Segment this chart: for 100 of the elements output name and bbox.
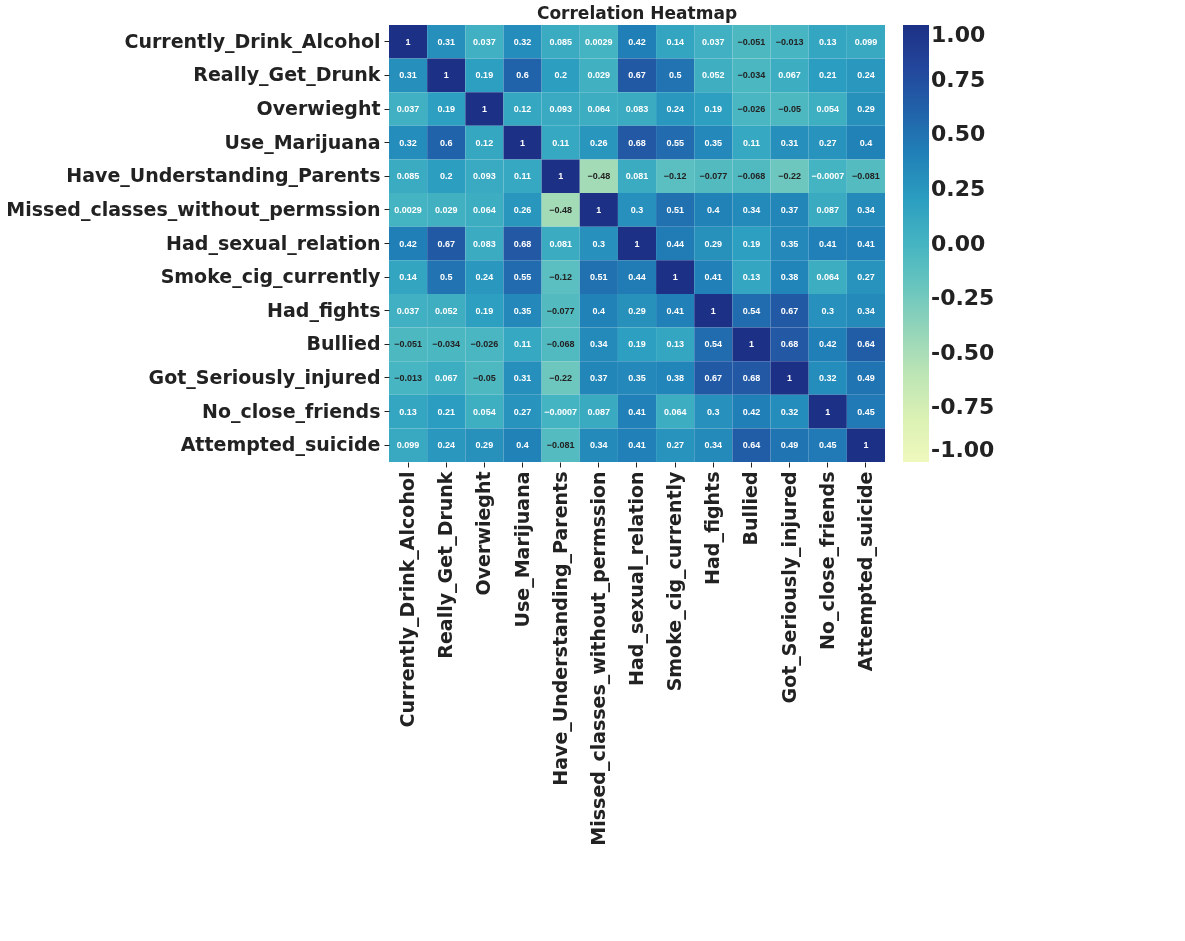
data-label: 0.41 [704,272,723,283]
data-label: 0.42 [399,238,417,249]
x-tick-label: Had_sexual_relation [625,471,648,686]
data-label: −0.026 [470,339,499,350]
data-label: 0.31 [780,137,799,148]
data-label: 0.0029 [394,204,422,215]
y-tick-label: Overwieght [256,97,381,120]
data-label: 0.54 [704,339,723,350]
data-label: 1 [558,171,564,182]
x-tick-label: Missed_classes_without_permssion [586,471,610,846]
data-label: 0.4 [516,440,529,451]
data-label: −0.026 [737,104,766,115]
data-label: 0.51 [666,204,684,215]
data-label: 1 [596,204,602,215]
data-label: 0.067 [778,70,801,81]
y-tick-label: Currently_Drink_Alcohol [124,29,381,53]
data-label: 0.67 [437,238,455,249]
color-bar-label: 0.50 [931,121,986,147]
data-label: 0.081 [549,238,572,249]
color-bar-label: -1.00 [931,437,995,462]
data-label: 0.19 [628,339,646,350]
data-label: −0.077 [699,171,728,182]
x-tick-label: Overwieght [472,471,495,596]
data-label: −0.0007 [811,171,845,182]
data-label: 0.42 [628,36,646,47]
data-label: 0.64 [857,339,875,350]
data-label: −0.05 [472,372,496,383]
data-label: 0.55 [513,272,532,283]
data-label: 0.32 [513,36,532,47]
data-label: −0.034 [432,339,461,350]
data-label: 0.052 [434,305,458,316]
data-label: 0.34 [857,305,875,316]
data-label: 0.64 [742,440,761,451]
data-label: 0.49 [857,372,875,383]
data-label: 0.34 [857,204,875,215]
data-label: 0.19 [475,70,494,81]
data-label: 0.052 [702,70,725,81]
data-label: 0.6 [516,70,529,81]
data-label: −0.05 [778,104,802,115]
data-label: 0.11 [514,339,532,350]
data-label: 0.13 [819,36,837,47]
data-label: 1 [443,70,449,81]
data-label: 0.085 [396,171,420,182]
data-label: 0.35 [513,305,532,316]
data-label: 0.029 [434,204,458,215]
data-label: 0.67 [704,372,723,383]
data-label: 1 [710,305,716,316]
data-label: −0.068 [737,171,766,182]
data-label: 0.27 [513,406,532,417]
color-bar-label: -0.25 [931,285,995,311]
color-bar-label: -0.75 [931,394,995,420]
data-label: 0.4 [859,137,873,148]
data-label: 0.24 [475,272,494,283]
data-label: 0.21 [437,406,455,417]
data-label: 0.41 [666,305,684,316]
data-label: 1 [405,36,411,47]
color-bar-label: 0.25 [931,175,986,201]
data-label: 0.54 [742,305,761,316]
data-label: −0.034 [737,70,766,81]
data-label: −0.081 [852,171,880,182]
data-label: −0.22 [549,372,573,383]
data-label: 0.32 [780,406,799,417]
data-label: 0.12 [513,104,532,115]
y-tick-label: Got_Seriously_injured [148,365,381,389]
data-label: 0.24 [437,440,455,451]
data-label: 0.13 [742,272,761,283]
data-label: 0.087 [816,204,840,215]
data-label: 0.34 [590,440,608,451]
data-label: 0.11 [552,137,570,148]
data-label: 0.26 [513,204,532,215]
data-label: 0.3 [821,305,835,316]
data-label: 0.68 [742,372,761,383]
data-label: 0.083 [625,104,649,115]
data-label: 0.34 [590,339,608,350]
data-label: 0.5 [668,70,682,81]
data-label: 0.31 [437,36,455,47]
data-label: 0.31 [513,372,532,383]
data-label: 0.44 [628,272,646,283]
data-label: −0.0007 [544,406,578,417]
data-label: 0.3 [707,406,720,417]
data-label: 0.41 [628,406,646,417]
data-label: 0.3 [630,204,644,215]
data-label: 0.054 [473,406,496,417]
data-label: 0.19 [742,238,761,249]
data-label: 1 [863,440,869,451]
data-label: 0.5 [439,272,453,283]
data-label: 0.24 [666,104,684,115]
data-label: 0.29 [857,104,875,115]
data-label: 0.085 [549,36,572,47]
data-label: 0.029 [587,70,611,81]
data-label: 0.067 [434,372,458,383]
data-label: 0.4 [707,204,720,215]
data-label: 1 [520,137,526,148]
data-label: 0.27 [819,137,837,148]
color-bar-label: 0.00 [931,230,986,256]
data-label: 1 [748,339,754,350]
y-tick-label: Have_Understanding_Parents [66,164,381,188]
data-label: 0.24 [857,70,875,81]
y-tick-label: Had_sexual_relation [166,231,381,255]
data-label: 0.19 [475,305,494,316]
